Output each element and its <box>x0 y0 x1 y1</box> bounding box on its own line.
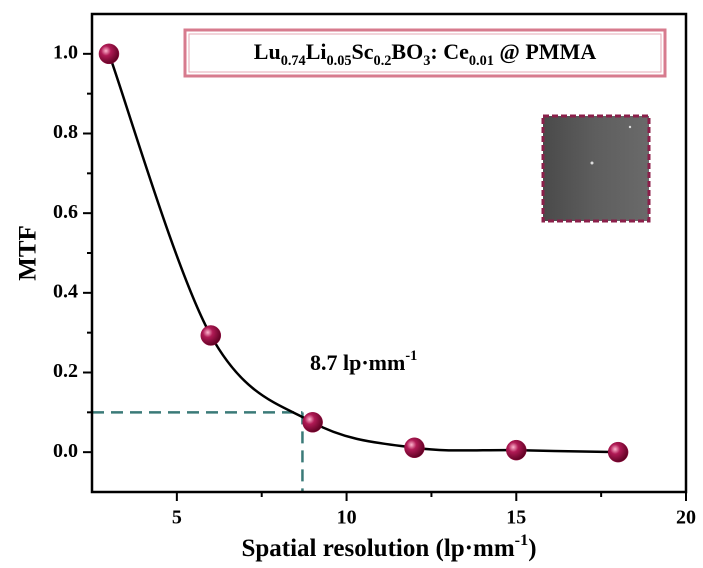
y-tick-label: 0.4 <box>53 280 78 302</box>
data-point <box>98 43 120 65</box>
chart-title: Lu0.74Li0.05Sc0.2BO3: Ce0.01 @ PMMA <box>254 39 597 69</box>
y-tick-label: 0.6 <box>53 201 78 223</box>
data-point <box>200 325 222 346</box>
chart-title-run: 3 <box>423 53 430 69</box>
y-tick-label: 0.8 <box>53 121 78 143</box>
inset-image <box>541 114 651 223</box>
x-axis-label: Spatial resolution (lp·mm-1) <box>241 531 536 562</box>
chart-title-run: Sc <box>352 39 374 64</box>
chart-title-run: BO <box>391 39 423 64</box>
x-tick-label: 5 <box>172 507 182 529</box>
series-line <box>107 53 619 454</box>
data-point <box>506 439 527 461</box>
inset-speck <box>628 125 632 129</box>
x-tick-label: 15 <box>506 507 526 529</box>
data-point <box>607 441 629 463</box>
y-tick-label: 0.2 <box>53 360 78 382</box>
y-axis-label: MTF <box>15 225 42 281</box>
x-tick-label: 10 <box>337 507 357 529</box>
y-tick-label: 1.0 <box>53 41 78 63</box>
annotation-run: -1 <box>405 348 417 364</box>
chart-title-run: Li <box>306 39 327 64</box>
y-tick-label: 0.0 <box>53 440 78 462</box>
inset-speck <box>590 161 594 165</box>
x-axis-label-run: ) <box>528 535 536 562</box>
x-axis-label-run: Spatial resolution (lp·mm <box>241 535 514 562</box>
chart-title-run: 0.01 <box>469 53 494 69</box>
annotation-run: 8.7 lp·mm <box>310 350 405 375</box>
data-point <box>302 412 323 433</box>
annotation: 8.7 lp·mm-1 <box>310 348 417 375</box>
x-axis-label-run: -1 <box>515 531 529 549</box>
plot-frame <box>90 12 688 494</box>
chart-title-run: 0.05 <box>327 53 352 69</box>
x-tick-label: 20 <box>676 507 696 529</box>
chart-title-run: 0.74 <box>281 53 306 69</box>
chart-title-run: 0.2 <box>374 53 392 69</box>
chart-title-run: Lu <box>254 39 281 64</box>
title-box <box>183 28 667 78</box>
chart-title-run: @ PMMA <box>494 39 596 64</box>
title-box-inner <box>188 33 662 73</box>
chart-title-run: : Ce <box>430 39 469 64</box>
data-point <box>404 437 425 459</box>
